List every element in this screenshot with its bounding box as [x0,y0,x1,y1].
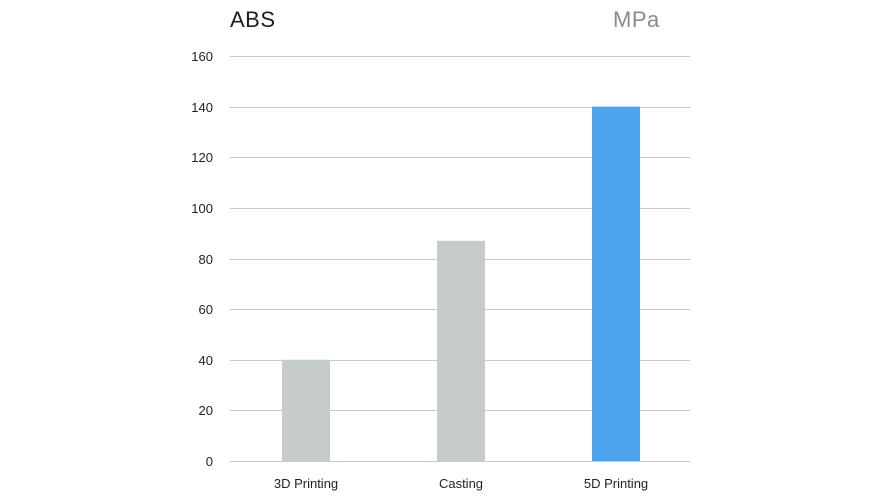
bar-3d-printing [282,359,330,461]
x-tick-label-5d-printing: 5D Printing [584,476,648,491]
x-tick-label-3d-printing: 3D Printing [274,476,338,491]
y-tick-label-120: 120 [191,150,213,165]
y-tick-label-20: 20 [199,403,213,418]
x-tick-label-casting: Casting [439,476,483,491]
y-tick-label-40: 40 [199,353,213,368]
y-tick-label-100: 100 [191,201,213,216]
y-tick-label-140: 140 [191,100,213,115]
y-tick-label-60: 60 [199,302,213,317]
bars [282,106,640,461]
chart-title: ABS [230,7,276,32]
y-tick-label-80: 80 [199,252,213,267]
unit-label: MPa [613,7,660,32]
x-axis-category-labels: 3D Printing Casting 5D Printing [274,476,648,491]
bar-5d-printing [592,106,640,461]
bar-casting [437,240,485,461]
y-tick-label-0: 0 [206,454,213,469]
y-axis-tick-labels: 0 20 40 60 80 100 120 140 160 [191,49,213,469]
y-tick-label-160: 160 [191,49,213,64]
